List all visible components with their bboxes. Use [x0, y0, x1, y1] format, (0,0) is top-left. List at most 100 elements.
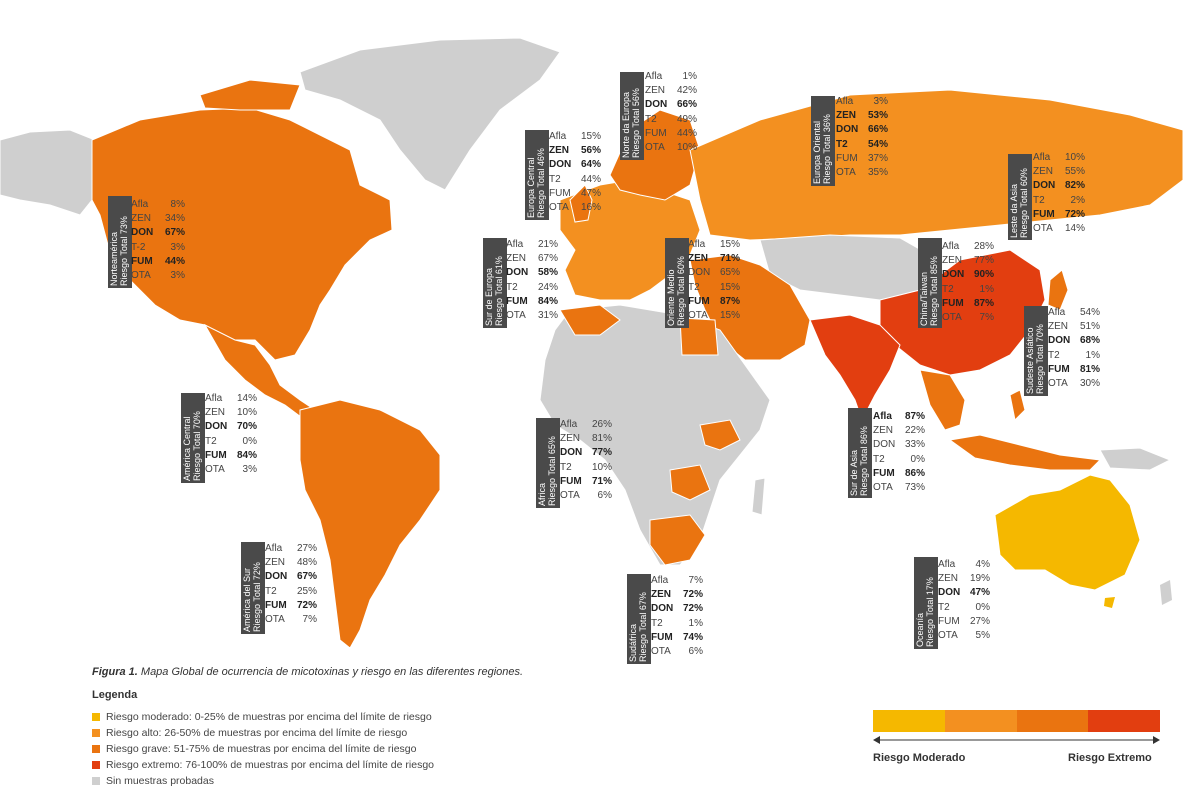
mycotoxin-name: ZEN: [549, 145, 569, 157]
mycotoxin-name: Afla: [506, 239, 524, 250]
stat-row: DON 66%: [645, 98, 697, 112]
region-tab-south-africa: Sudáfrica Riesgo Total 67%: [627, 574, 651, 664]
mycotoxin-value: 87%: [719, 295, 740, 307]
mycotoxin-name: OTA: [688, 310, 708, 322]
stat-row: Afla 26%: [560, 418, 612, 432]
region-name: Europa Central: [526, 157, 536, 218]
scale-left-label: Riesgo Moderado: [873, 752, 966, 764]
region-tab-central-america: América Central Riesgo Total 70%: [181, 393, 205, 483]
mycotoxin-value: 2%: [1070, 194, 1085, 206]
stat-row: FUM 81%: [1048, 363, 1100, 377]
mycotoxin-name: Afla: [836, 96, 854, 107]
mycotoxin-name: OTA: [836, 167, 856, 179]
region-stats-china: Afla 28% ZEN 77% DON 90% T2 1% FUM 87% OTA 7%: [942, 240, 994, 325]
mycotoxin-name: OTA: [506, 310, 526, 322]
madagascar-shape: [751, 477, 766, 516]
region-name: América Central: [182, 416, 192, 481]
stat-row: DON 67%: [131, 226, 185, 240]
stat-row: Afla 27%: [265, 542, 317, 556]
stat-row: Afla 21%: [506, 238, 558, 252]
region-total-risk: Riesgo Total 86%: [859, 426, 869, 496]
mycotoxin-value: 81%: [1079, 363, 1100, 375]
region-total-risk: Riesgo Total 60%: [676, 256, 686, 326]
mycotoxin-value: 42%: [676, 85, 697, 97]
mycotoxin-value: 10%: [676, 142, 697, 154]
mycotoxin-name: FUM: [506, 295, 528, 307]
region-stats-south-africa: Afla 7% ZEN 72% DON 72% T2 1% FUM 74% OTA 6%: [651, 574, 703, 659]
mycotoxin-value: 71%: [591, 475, 612, 487]
arctic-islands: [199, 79, 301, 111]
stat-row: ZEN 55%: [1033, 165, 1085, 179]
mycotoxin-name: FUM: [1033, 208, 1055, 220]
greenland: [299, 37, 561, 191]
stat-row: FUM 72%: [1033, 208, 1085, 222]
mycotoxin-value: 66%: [676, 99, 697, 111]
mycotoxin-value: 1%: [682, 71, 697, 82]
stat-row: T2 24%: [506, 281, 558, 295]
stat-row: T2 2%: [1033, 194, 1085, 208]
region-tab-africa: Africa Riesgo Total 65%: [536, 418, 560, 508]
mycotoxin-value: 27%: [296, 543, 317, 554]
mycotoxin-value: 35%: [867, 167, 888, 179]
mycotoxin-name: ZEN: [1048, 321, 1068, 333]
mycotoxin-value: 58%: [537, 267, 558, 279]
mycotoxin-value: 16%: [580, 202, 601, 214]
stat-row: DON 66%: [836, 123, 888, 137]
region-name: Sudáfrica: [628, 623, 638, 662]
mycotoxin-value: 34%: [164, 213, 185, 225]
mycotoxin-value: 44%: [676, 127, 697, 139]
mycotoxin-name: ZEN: [873, 425, 893, 437]
mycotoxin-value: 27%: [969, 615, 990, 627]
region-stats-southeast-asia: Afla 54% ZEN 51% DON 68% T2 1% FUM 81% OTA 30%: [1048, 306, 1100, 391]
stat-row: ZEN 56%: [549, 144, 601, 158]
uk-shape: [569, 184, 593, 223]
mycotoxin-name: DON: [1033, 180, 1056, 192]
region-stats-africa: Afla 26% ZEN 81% DON 77% T2 10% FUM 71% OTA 6%: [560, 418, 612, 503]
mycotoxin-value: 71%: [719, 253, 740, 265]
mycotoxin-name: DON: [942, 269, 965, 281]
stat-row: ZEN 22%: [873, 424, 925, 438]
mycotoxin-value: 15%: [719, 310, 740, 322]
mycotoxin-value: 5%: [975, 630, 990, 642]
stat-row: DON 70%: [205, 420, 257, 434]
mycotoxin-name: DON: [873, 439, 896, 451]
mycotoxin-name: T2: [688, 281, 700, 293]
new-guinea-shape: [1099, 447, 1172, 471]
mycotoxin-value: 72%: [1064, 208, 1085, 220]
region-tab-south-america: América del Sur Riesgo Total 72%: [241, 542, 265, 634]
region-name: Leste da Asia: [1009, 183, 1019, 238]
stat-row: FUM 84%: [205, 449, 257, 463]
stat-row: DON 33%: [873, 438, 925, 452]
stat-row: DON 67%: [265, 570, 317, 584]
mycotoxin-name: OTA: [651, 646, 671, 658]
mycotoxin-name: FUM: [688, 295, 710, 307]
stat-row: ZEN 67%: [506, 252, 558, 266]
scale-right-label: Riesgo Extremo: [1068, 752, 1152, 764]
mycotoxin-value: 3%: [170, 270, 185, 282]
region-total-risk: Riesgo Total 65%: [547, 436, 557, 506]
mycotoxin-value: 31%: [537, 310, 558, 322]
stat-row: DON 72%: [651, 602, 703, 616]
mycotoxin-value: 1%: [688, 617, 703, 629]
region-total-risk: Riesgo Total 46%: [536, 148, 546, 218]
stat-row: OTA 31%: [506, 309, 558, 323]
stat-row: OTA 6%: [651, 645, 703, 659]
region-tab-east-asia: Leste da Asia Riesgo Total 60%: [1008, 154, 1032, 240]
stat-row: Afla 54%: [1048, 306, 1100, 320]
mycotoxin-name: ZEN: [506, 253, 526, 265]
mycotoxin-value: 53%: [867, 110, 888, 122]
stat-row: Afla 3%: [836, 95, 888, 109]
stat-row: OTA 14%: [1033, 222, 1085, 236]
mycotoxin-name: Afla: [131, 199, 149, 210]
stat-row: DON 77%: [560, 446, 612, 460]
mycotoxin-name: Afla: [938, 559, 956, 570]
region-stats-east-europe: Afla 3% ZEN 53% DON 66% T2 54% FUM 37% OTA 35%: [836, 95, 888, 180]
mycotoxin-name: FUM: [205, 449, 227, 461]
mycotoxin-name: DON: [549, 159, 572, 171]
mycotoxin-value: 14%: [236, 393, 257, 404]
mycotoxin-name: ZEN: [645, 85, 665, 97]
stat-row: FUM 87%: [688, 295, 740, 309]
stat-row: T2 1%: [651, 617, 703, 631]
mycotoxin-value: 70%: [236, 421, 257, 433]
mycotoxin-name: FUM: [938, 615, 960, 627]
